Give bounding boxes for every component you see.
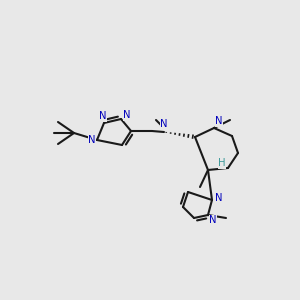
Text: N: N [215,116,223,126]
Text: N: N [209,215,217,225]
Text: N: N [215,193,223,203]
Text: H: H [218,158,226,168]
Text: N: N [160,119,168,129]
Text: N: N [88,135,96,145]
Text: N: N [99,111,107,121]
Text: N: N [123,110,131,120]
